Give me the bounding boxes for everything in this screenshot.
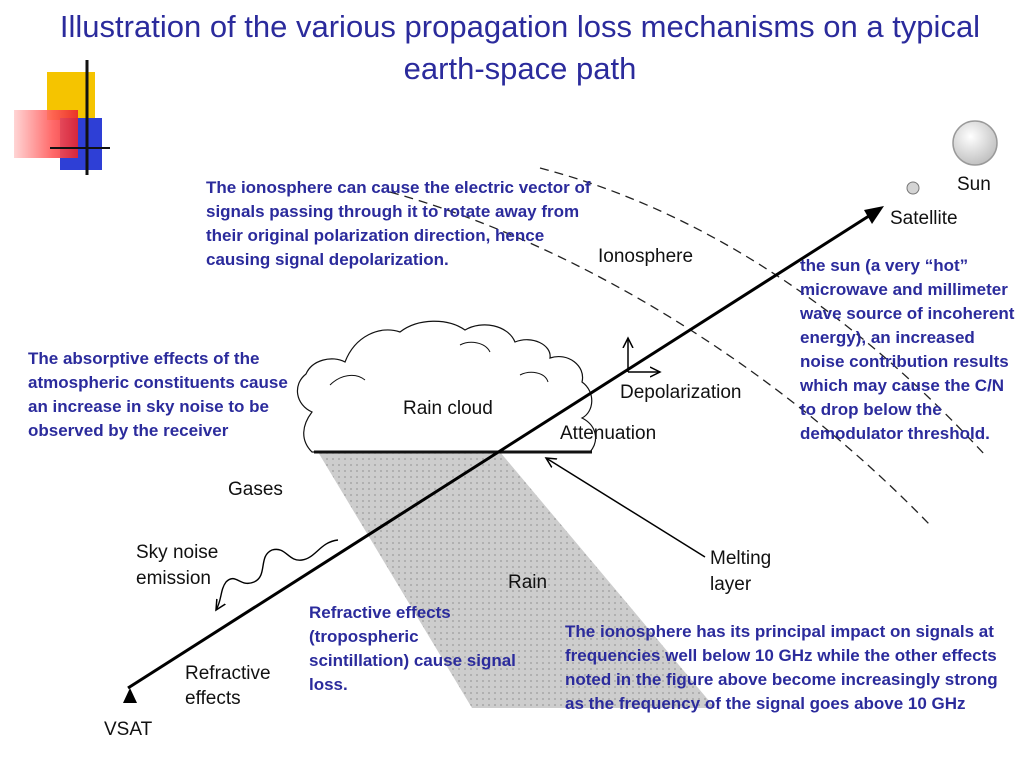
deco-red-square [14, 110, 78, 158]
label-rain-cloud: Rain cloud [403, 398, 493, 419]
note-ionosphere-frequency: The ionosphere has its principal impact … [565, 622, 998, 713]
label-sky-noise-line2: emission [136, 568, 211, 589]
note-ionosphere-depolarization: The ionosphere can cause the electric ve… [206, 178, 591, 269]
slide-title: Illustration of the various propagation … [59, 9, 981, 86]
label-sun: Sun [957, 174, 991, 195]
note-refractive-effects: Refractive effects (tropospheric scintil… [309, 603, 516, 694]
rain-cloud-shape [296, 320, 597, 453]
rain-area [318, 452, 715, 708]
sun-icon [952, 120, 998, 166]
melting-layer-pointer [546, 458, 706, 558]
label-vsat: VSAT [104, 719, 153, 740]
label-gases: Gases [228, 479, 283, 500]
slide-decoration [14, 60, 145, 175]
cloud-inner-lines [329, 341, 549, 386]
ionosphere-upper-boundary [539, 167, 986, 456]
label-refractive-line2: effects [185, 688, 241, 709]
label-ionosphere: Ionosphere [598, 246, 693, 267]
satellite-arrow-icon [864, 206, 884, 224]
note-absorptive-effects: The absorptive effects of the atmospheri… [28, 349, 288, 440]
label-rain: Rain [508, 572, 547, 593]
sky-noise-wave [216, 539, 339, 610]
signal-path-line [127, 212, 873, 690]
satellite-dot-icon [906, 181, 920, 195]
label-attenuation: Attenuation [560, 423, 656, 444]
vsat-triangle-icon [123, 688, 137, 703]
note-sun-noise: the sun (a very “hot” microwave and mill… [800, 256, 1015, 443]
label-melting-line2: layer [710, 574, 752, 595]
label-refractive-line1: Refractive [185, 663, 271, 684]
label-satellite: Satellite [890, 208, 958, 229]
label-melting-line1: Melting [710, 548, 771, 569]
label-depolarization: Depolarization [620, 382, 741, 403]
label-sky-noise-line1: Sky noise [136, 542, 218, 563]
